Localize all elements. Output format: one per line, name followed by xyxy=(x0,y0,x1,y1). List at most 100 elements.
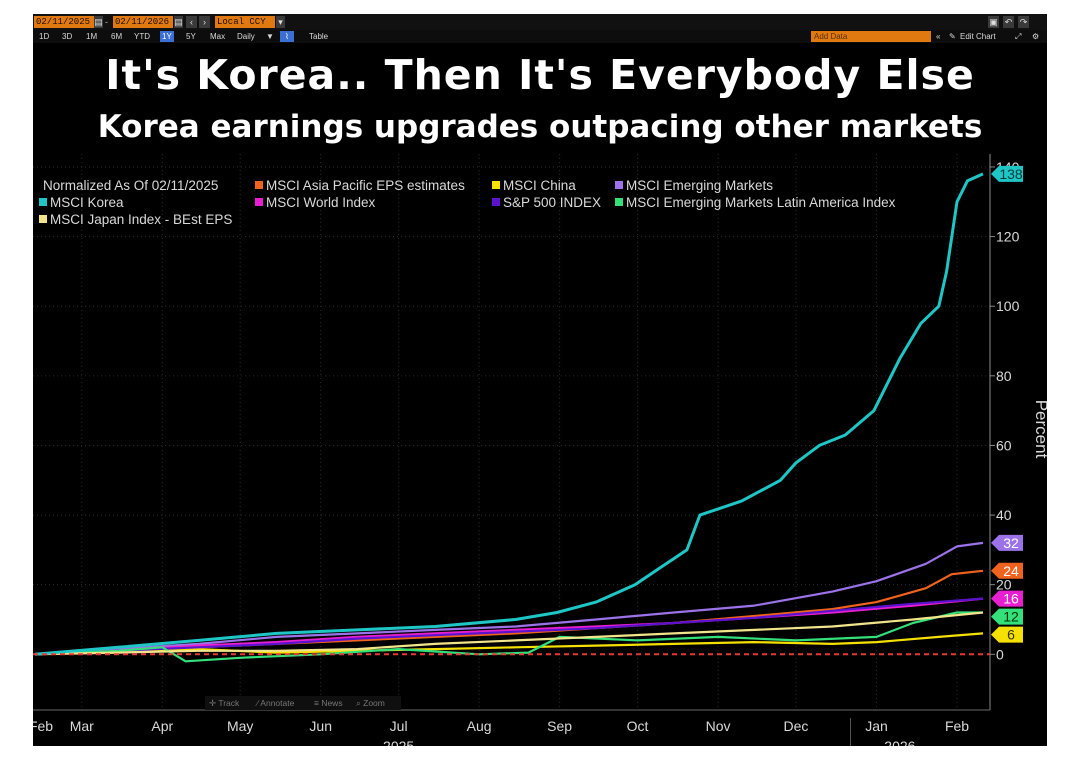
edit-chart-button[interactable]: Edit Chart xyxy=(960,32,996,41)
value-label-tag xyxy=(991,534,1023,551)
x-tick-label: Aug xyxy=(467,718,492,734)
value-label-text: 138 xyxy=(999,166,1023,182)
legend-swatch xyxy=(39,215,47,223)
x-tick-label: Sep xyxy=(547,718,572,734)
chart-tool-annotate[interactable]: ∕ Annotate xyxy=(255,698,295,708)
undo-icon[interactable]: ↶ xyxy=(1003,16,1014,28)
chart-headline: It's Korea.. Then It's Everybody Else xyxy=(105,51,975,99)
legend: Normalized As Of 02/11/2025 MSCI Asia Pac… xyxy=(39,178,896,227)
start-date-calendar-icon[interactable]: ▤ xyxy=(94,16,103,28)
legend-header: Normalized As Of 02/11/2025 xyxy=(43,178,218,193)
legend-swatch xyxy=(255,181,263,189)
legend-swatch xyxy=(255,198,263,206)
range-1d[interactable]: 1D xyxy=(39,32,50,41)
collapse-icon[interactable]: « xyxy=(936,32,941,41)
chart-canvas: Percent 020406080100120140FebMarAprMayJu… xyxy=(33,154,1047,746)
value-label-text: 12 xyxy=(1003,609,1019,625)
value-label-text: 6 xyxy=(1007,627,1015,643)
series-line-msci-china xyxy=(34,632,984,656)
x-tick-label: Oct xyxy=(627,718,649,734)
bloomberg-chart-window: 02/11/2025 ▤ - 02/11/2026 ▤ ‹ › Local CC… xyxy=(33,14,1047,746)
value-label: 6 xyxy=(991,626,1023,643)
date-separator: - xyxy=(105,17,108,27)
resize-icon[interactable]: ⤢ xyxy=(1015,32,1022,41)
range-3d[interactable]: 3D xyxy=(62,32,73,41)
range-1m[interactable]: 1M xyxy=(86,32,98,41)
next-period-icon[interactable]: › xyxy=(199,16,210,28)
legend-swatch xyxy=(492,198,500,206)
x-tick-label: Mar xyxy=(70,718,94,734)
legend-swatch xyxy=(615,198,623,206)
line-chart-icon[interactable]: ⌇ xyxy=(280,31,294,42)
series-line-msci-world-index xyxy=(34,597,984,656)
value-label-tag xyxy=(991,165,1023,182)
chart-tool-track[interactable]: ✛ Track xyxy=(209,698,240,708)
end-date-field[interactable]: 02/11/2026 xyxy=(113,16,173,28)
settings-gear-icon[interactable]: ⚙ xyxy=(1032,32,1040,41)
table-button[interactable]: Table xyxy=(309,32,329,41)
legend-entry-msci-japan-index-best-eps: MSCI Japan Index - BEst EPS xyxy=(50,212,232,227)
y-tick-label: 60 xyxy=(996,437,1012,453)
range-ytd[interactable]: YTD xyxy=(134,32,150,41)
legend-entry-msci-emerging-markets-latin-america-index: MSCI Emerging Markets Latin America Inde… xyxy=(626,195,896,210)
legend-swatch xyxy=(615,181,623,189)
export-icon[interactable]: ▣ xyxy=(988,16,999,28)
value-label: 138 xyxy=(991,165,1023,182)
legend-entry-msci-china: MSCI China xyxy=(503,178,576,193)
top-toolbar: 02/11/2025 ▤ - 02/11/2026 ▤ ‹ › Local CC… xyxy=(33,14,1047,30)
start-date-field[interactable]: 02/11/2025 xyxy=(34,16,94,28)
y-tick-label: 100 xyxy=(996,298,1020,314)
y-tick-label: 120 xyxy=(996,229,1020,245)
series-line-msci-japan-index-best-eps xyxy=(34,611,984,656)
y-axis-label: Percent xyxy=(1032,400,1047,459)
y-tick-label: 20 xyxy=(996,577,1012,593)
x-tick-label: Jan xyxy=(865,718,888,734)
legend-swatch xyxy=(492,181,500,189)
value-label-tag xyxy=(991,626,1023,643)
frequency-select[interactable]: Daily xyxy=(237,32,255,41)
prev-period-icon[interactable]: ‹ xyxy=(186,16,197,28)
x-tick-label: Feb xyxy=(945,718,969,734)
value-label: 16 xyxy=(991,590,1023,607)
pencil-icon: ✎ xyxy=(949,32,956,41)
x-tick-label: Jul xyxy=(390,718,408,734)
value-label: 24 xyxy=(991,562,1023,579)
x-tick-label: Dec xyxy=(784,718,809,734)
chart-tool-zoom[interactable]: ⌕ Zoom xyxy=(356,698,385,708)
series-line-msci-emerging-markets-latin-america-index xyxy=(34,611,983,663)
frequency-dropdown-icon[interactable]: ▼ xyxy=(266,32,274,41)
range-max[interactable]: Max xyxy=(210,32,226,41)
chart-tool-news[interactable]: ≡ News xyxy=(314,698,343,708)
x-tick-label: Apr xyxy=(151,718,173,734)
value-label-text: 24 xyxy=(1003,563,1019,579)
y-tick-label: 0 xyxy=(996,646,1004,662)
range-5y[interactable]: 5Y xyxy=(186,32,196,41)
chart-toolbar-bg xyxy=(205,696,401,710)
range-6m[interactable]: 6M xyxy=(111,32,123,41)
value-label-text: 16 xyxy=(1003,591,1019,607)
add-data-input[interactable]: Add Data xyxy=(811,31,931,42)
legend-entry-msci-emerging-markets: MSCI Emerging Markets xyxy=(626,178,773,193)
chart-toolbar: ✛ Track ∕ Annotate ≡ News ⌕ Zoom xyxy=(205,696,401,710)
y-tick-label: 80 xyxy=(996,368,1012,384)
series-line-msci-korea xyxy=(34,172,984,656)
y-tick-label: 40 xyxy=(996,507,1012,523)
chart-subheadline: Korea earnings upgrades outpacing other … xyxy=(97,109,983,145)
range-1y[interactable]: 1Y xyxy=(160,31,174,42)
year-label: 2025 xyxy=(383,738,414,746)
x-tick-label: May xyxy=(227,718,253,734)
legend-swatch xyxy=(39,198,47,206)
legend-entry-s-p-500-index: S&P 500 INDEX xyxy=(503,195,601,210)
range-toolbar: 1D 3D 1M 6M YTD 1Y 5Y Max Daily ▼ ⌇ Tabl… xyxy=(33,30,1047,43)
gridlines xyxy=(33,154,990,710)
currency-select[interactable]: Local CCY xyxy=(215,16,275,28)
x-tick-label: Feb xyxy=(33,718,53,734)
currency-dropdown-icon[interactable]: ▾ xyxy=(276,16,285,28)
axes: Percent 020406080100120140FebMarAprMayJu… xyxy=(33,154,1047,746)
year-label: 2026 xyxy=(884,738,915,746)
series-lines xyxy=(34,172,984,663)
value-label-tag xyxy=(991,608,1023,625)
redo-icon[interactable]: ↷ xyxy=(1018,16,1029,28)
end-date-calendar-icon[interactable]: ▤ xyxy=(174,16,183,28)
x-tick-label: Nov xyxy=(706,718,731,734)
